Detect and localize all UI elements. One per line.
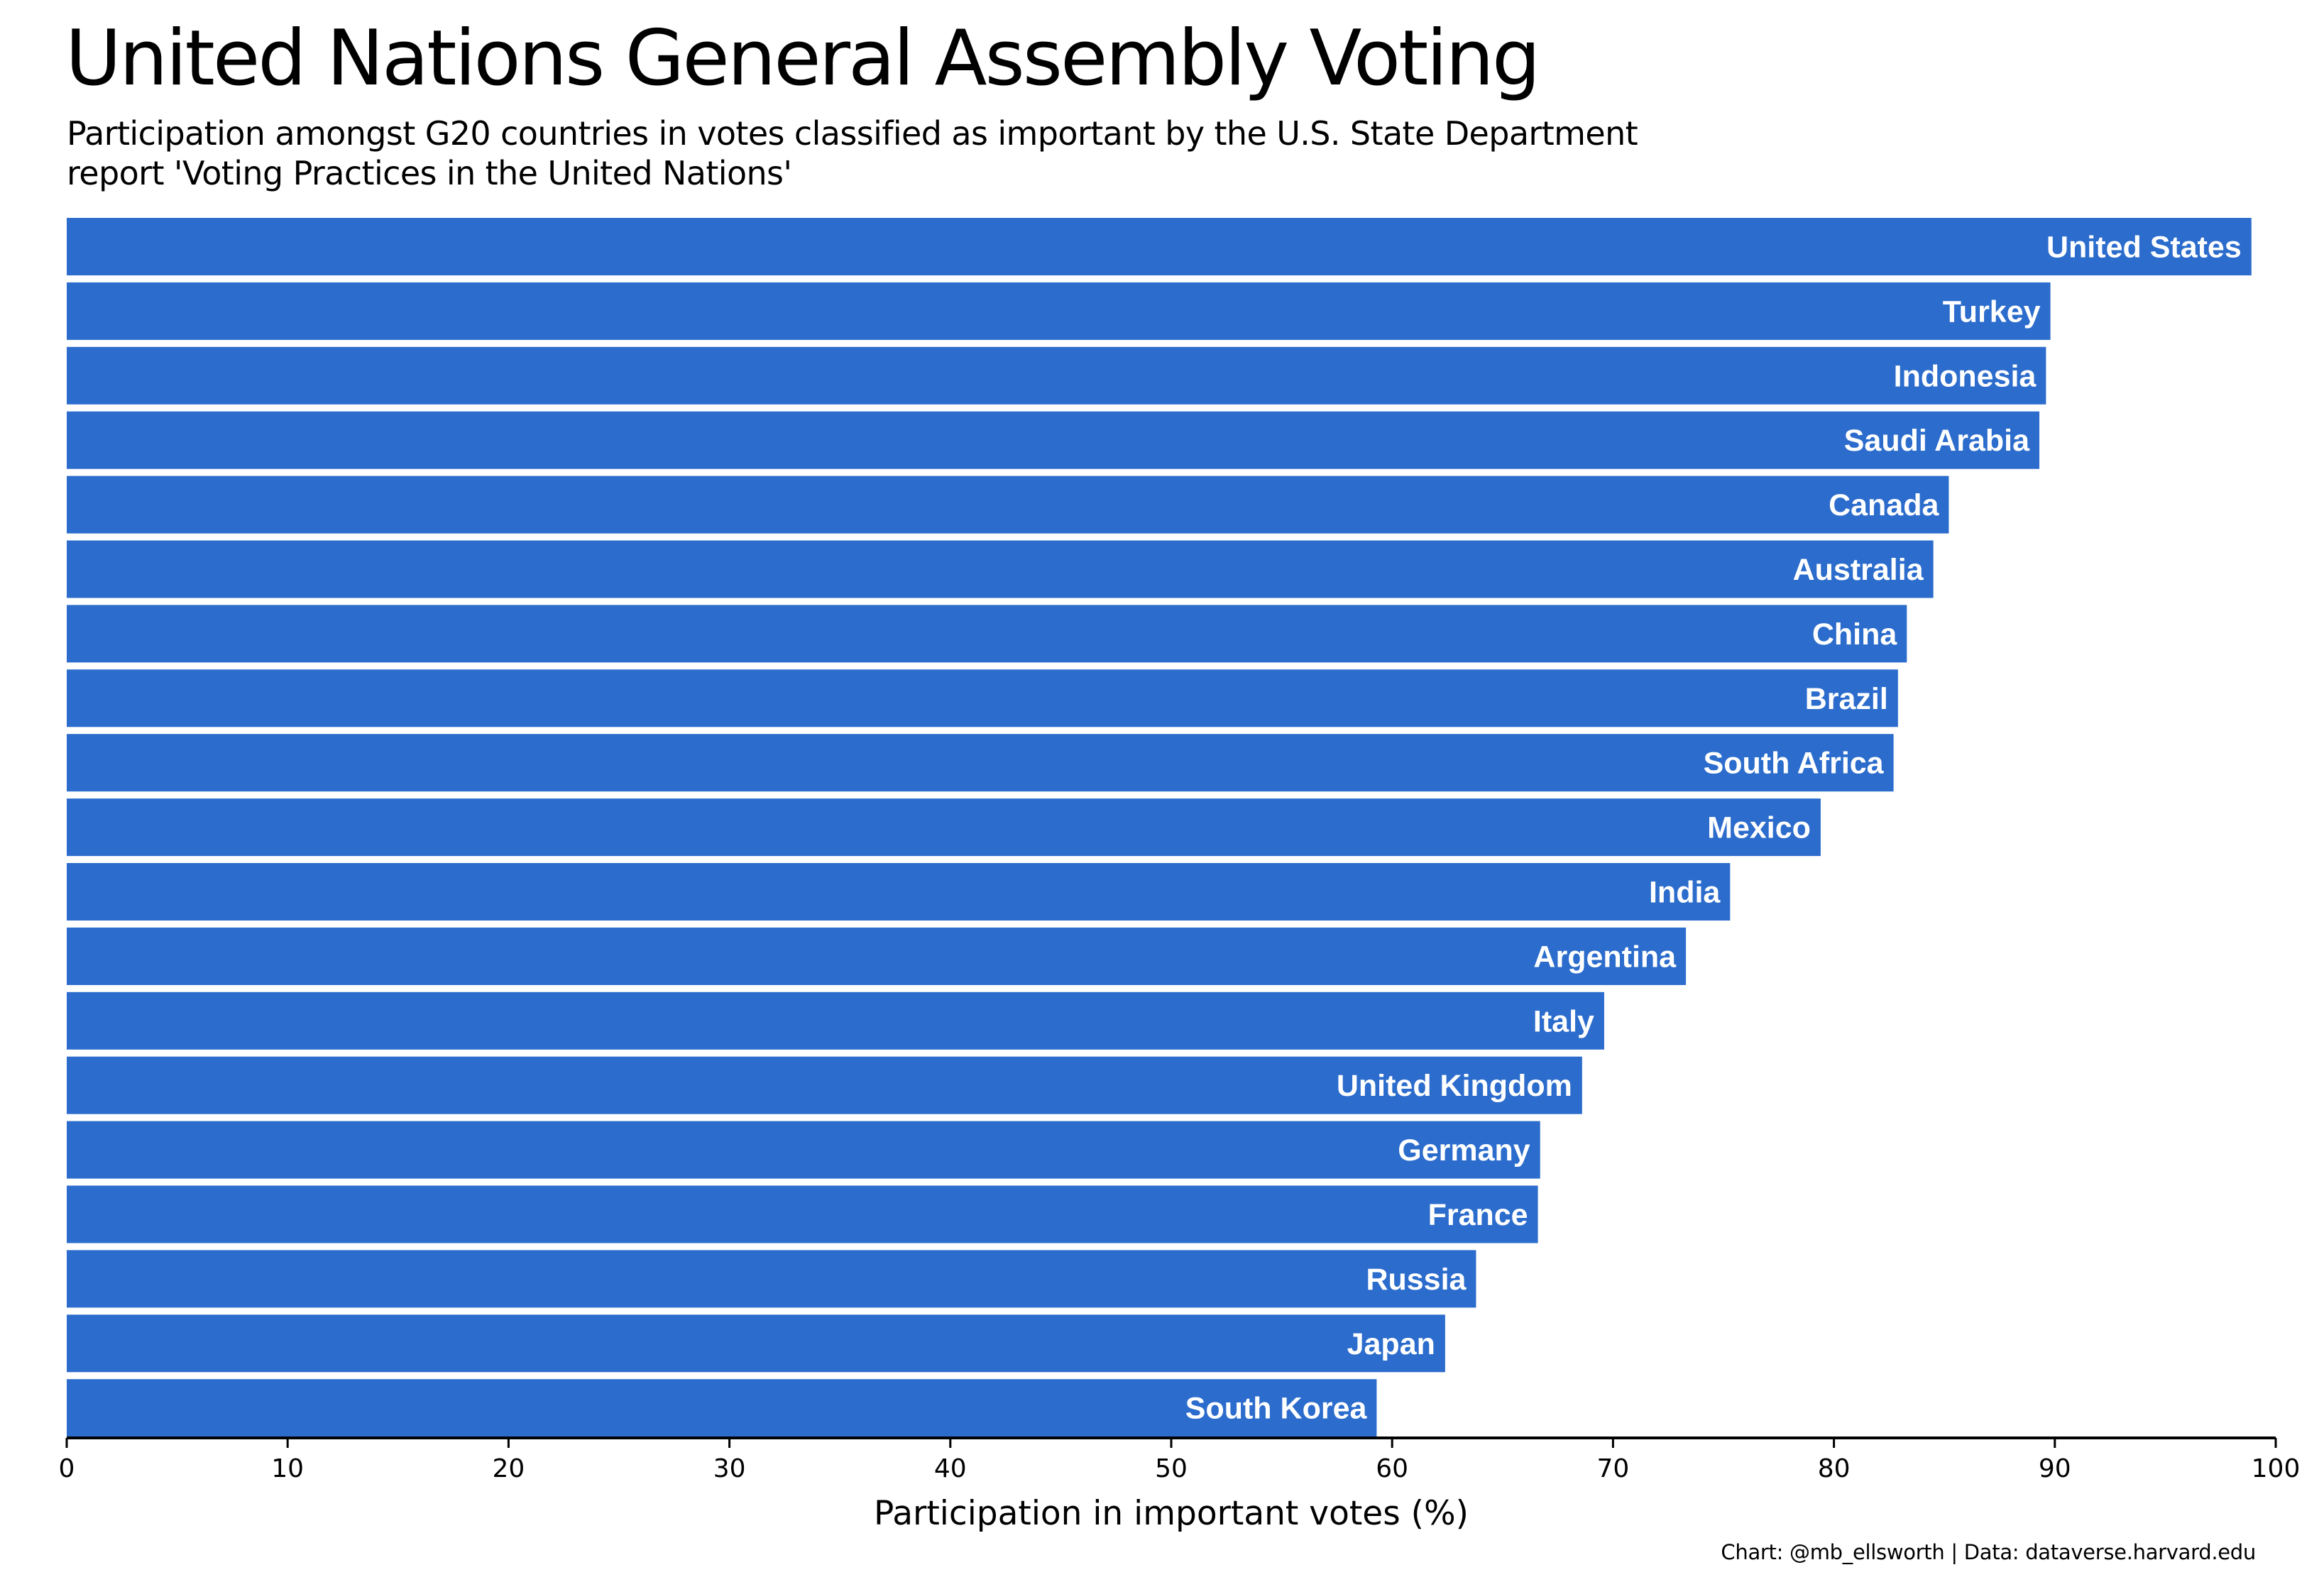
bar-indonesia — [67, 346, 2046, 405]
bar-label-saudi-arabia: Saudi Arabia — [1844, 424, 2030, 458]
bar-south-korea — [67, 1379, 1377, 1437]
bar-argentina — [67, 927, 1687, 985]
bar-south-africa — [67, 734, 1894, 792]
x-tick-label-20: 20 — [492, 1454, 525, 1483]
chart-subtitle: Participation amongst G20 countries in v… — [67, 114, 1638, 192]
chart-credit: Chart: @mb_ellsworth | Data: dataverse.h… — [1721, 1540, 2256, 1564]
bar-india — [67, 863, 1731, 921]
bar-label-italy: Italy — [1533, 1004, 1594, 1038]
x-tick-label-10: 10 — [271, 1454, 304, 1483]
x-tick-label-60: 60 — [1376, 1454, 1408, 1483]
bar-germany — [67, 1121, 1540, 1179]
bar-united-states — [67, 218, 2252, 275]
bar-label-india: India — [1649, 876, 1721, 910]
chart-title: United Nations General Assembly Voting — [65, 14, 1540, 103]
bar-label-russia: Russia — [1366, 1263, 1467, 1297]
bar-label-united-kingdom: United Kingdom — [1337, 1069, 1572, 1103]
bar-label-south-africa: South Africa — [1704, 747, 1885, 781]
bar-japan — [67, 1314, 1445, 1373]
x-tick-label-100: 100 — [2252, 1454, 2301, 1483]
x-tick-label-30: 30 — [713, 1454, 746, 1483]
x-tick-label-50: 50 — [1155, 1454, 1188, 1483]
bar-label-japan: Japan — [1347, 1327, 1435, 1361]
bar-canada — [67, 476, 1949, 534]
bar-label-south-korea: South Korea — [1185, 1392, 1368, 1426]
bar-label-france: France — [1428, 1198, 1528, 1232]
bar-france — [67, 1185, 1538, 1243]
bar-italy — [67, 992, 1604, 1050]
bar-label-mexico: Mexico — [1707, 811, 1811, 845]
x-tick-label-90: 90 — [2039, 1454, 2071, 1483]
bar-china — [67, 605, 1907, 663]
x-tick-label-0: 0 — [59, 1454, 75, 1483]
x-axis-title: Participation in important votes (%) — [874, 1494, 1469, 1533]
bar-label-brazil: Brazil — [1805, 682, 1888, 716]
x-tick-label-80: 80 — [1818, 1454, 1851, 1483]
bar-brazil — [67, 669, 1898, 727]
bars-group — [67, 218, 2252, 1437]
bar-label-turkey: Turkey — [1943, 295, 2041, 329]
bar-label-united-states: United States — [2046, 231, 2242, 265]
x-axis: 0 10 20 30 40 50 60 70 80 90 100 — [59, 1437, 2301, 1483]
x-tick-label-40: 40 — [934, 1454, 967, 1483]
bar-label-australia: Australia — [1793, 553, 1924, 587]
bar-label-germany: Germany — [1398, 1133, 1530, 1168]
bar-saudi-arabia — [67, 411, 2040, 469]
bar-label-argentina: Argentina — [1533, 940, 1677, 974]
x-tick-label-70: 70 — [1596, 1454, 1629, 1483]
bar-turkey — [67, 282, 2051, 340]
bar-russia — [67, 1250, 1476, 1308]
bar-mexico — [67, 798, 1821, 857]
bar-united-kingdom — [67, 1056, 1582, 1114]
bar-label-china: China — [1812, 617, 1898, 652]
bar-label-canada: Canada — [1829, 488, 1939, 522]
bar-australia — [67, 540, 1934, 598]
bar-label-indonesia: Indonesia — [1894, 359, 2037, 393]
